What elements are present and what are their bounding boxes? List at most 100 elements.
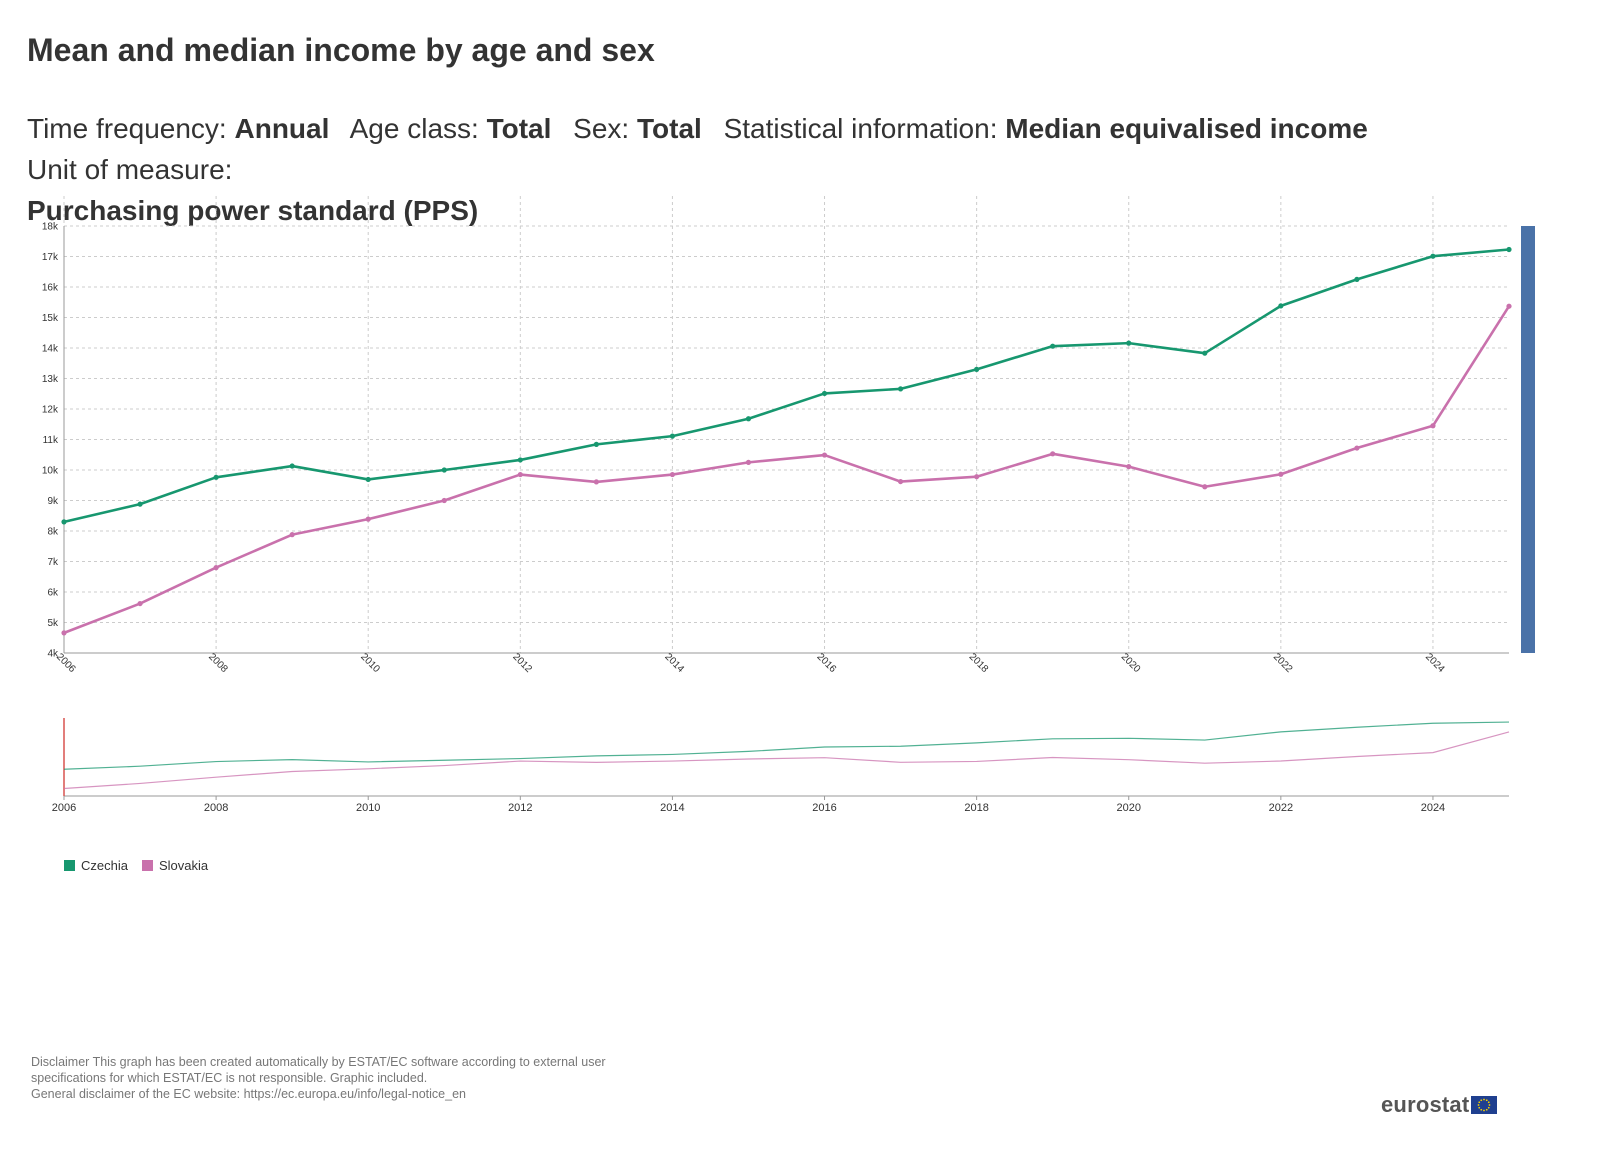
data-point-czechia[interactable]: [974, 366, 980, 372]
subtitle-sex: Sex: Total: [573, 113, 702, 144]
flag-star: [1489, 1104, 1491, 1106]
data-point-czechia[interactable]: [61, 519, 67, 525]
legend-swatch-slovakia: [141, 860, 153, 871]
data-point-slovakia[interactable]: [669, 471, 676, 478]
y-tick-label: 13k: [42, 374, 59, 385]
legend-item-czechia[interactable]: Czechia: [64, 858, 128, 873]
navigator-tick-label: 2012: [508, 802, 532, 814]
data-point-slovakia[interactable]: [365, 516, 371, 522]
chart-subtitle: Time frequency: Annual Age class: Total …: [27, 108, 1587, 231]
navigator-tick-label: 2024: [1421, 802, 1445, 814]
flag-star: [1488, 1106, 1491, 1109]
eu-flag-icon: [1471, 1096, 1498, 1114]
data-point-czechia[interactable]: [1202, 350, 1208, 356]
data-point-slovakia[interactable]: [213, 565, 219, 571]
line-chart: 4k5k6k7k8k9k10k11k12k13k14k15k16k17k18k …: [42, 196, 1535, 814]
flag-star: [1486, 1099, 1489, 1102]
eurostat-logo: eurostat: [1381, 1092, 1498, 1118]
navigator-tick-label: 2014: [660, 802, 684, 814]
navigator-series-slovakia: [63, 731, 1510, 790]
flag-star: [1483, 1109, 1486, 1112]
data-point-czechia[interactable]: [289, 463, 295, 469]
data-point-slovakia[interactable]: [1278, 471, 1284, 477]
navigator-tick-label: 2018: [964, 802, 988, 814]
legend-label-czechia: Czechia: [81, 858, 128, 873]
data-point-czechia[interactable]: [1430, 253, 1436, 259]
navigator-series-czechia: [63, 721, 1510, 770]
data-point-czechia[interactable]: [745, 416, 752, 422]
scrollbar[interactable]: [1521, 226, 1535, 653]
disclaimer-line-2: specifications for which ESTAT/EC is not…: [31, 1071, 428, 1085]
subtitle-unit-value: Purchasing power standard (PPS): [27, 195, 479, 226]
navigator[interactable]: 2006 2008 2010 2012 2014 2016 2018 2020 2022 2024: [52, 718, 1510, 814]
y-tick-label: 14k: [42, 344, 59, 355]
x-tick-label: 2008: [206, 651, 230, 675]
x-tick-label: 2024: [1423, 651, 1447, 675]
flag-star: [1478, 1104, 1480, 1106]
data-point-slovakia[interactable]: [517, 471, 523, 478]
flag-star: [1486, 1108, 1489, 1111]
x-tick-label: 2012: [510, 651, 534, 675]
subtitle-time-frequency: Time frequency: Annual: [27, 113, 330, 144]
x-tick-label: 2022: [1271, 651, 1295, 675]
data-point-slovakia[interactable]: [137, 600, 143, 607]
data-point-slovakia[interactable]: [1430, 423, 1436, 429]
y-tick-label: 17k: [42, 252, 59, 263]
flag-star: [1480, 1108, 1483, 1111]
series-line-czechia[interactable]: [63, 248, 1510, 524]
data-point-czechia[interactable]: [441, 467, 447, 473]
subtitle-statistical-information: Statistical information: Median equivali…: [723, 113, 1368, 144]
data-point-slovakia[interactable]: [441, 497, 447, 504]
x-tick-label: 2016: [815, 651, 839, 675]
navigator-tick-label: 2010: [356, 802, 380, 814]
y-tick-label: 16k: [42, 283, 59, 294]
data-point-slovakia[interactable]: [1506, 303, 1512, 309]
data-point-czechia[interactable]: [213, 474, 219, 480]
flag-star: [1478, 1106, 1481, 1109]
data-point-czechia[interactable]: [897, 386, 904, 392]
flag-star: [1483, 1098, 1486, 1101]
data-point-slovakia[interactable]: [1202, 484, 1208, 490]
data-point-czechia[interactable]: [669, 433, 676, 439]
data-point-slovakia[interactable]: [1354, 445, 1360, 451]
y-tick-label: 7k: [47, 557, 59, 568]
data-point-czechia[interactable]: [517, 457, 523, 463]
data-point-czechia[interactable]: [1050, 343, 1056, 349]
data-point-czechia[interactable]: [1126, 340, 1132, 346]
data-point-slovakia[interactable]: [974, 474, 980, 480]
navigator-tick-label: 2020: [1116, 802, 1140, 814]
y-tick-label: 15k: [42, 313, 59, 324]
data-point-slovakia[interactable]: [1050, 451, 1056, 457]
y-tick-label: 18k: [42, 222, 59, 233]
x-axis-ticks: 2006 2008 2010 2012 2014 2016 2018 2020 2022 2024: [54, 651, 1447, 675]
data-point-czechia[interactable]: [593, 441, 599, 447]
data-point-czechia[interactable]: [1506, 246, 1512, 253]
data-point-czechia[interactable]: [1354, 276, 1360, 282]
data-point-slovakia[interactable]: [593, 479, 599, 485]
data-point-slovakia[interactable]: [897, 478, 904, 485]
data-point-slovakia[interactable]: [821, 452, 828, 458]
data-point-czechia[interactable]: [137, 501, 143, 507]
data-point-czechia[interactable]: [365, 476, 371, 483]
subtitle-unit-label: Unit of measure:: [27, 154, 233, 185]
series-line-slovakia[interactable]: [63, 305, 1511, 635]
data-point-slovakia[interactable]: [289, 532, 295, 538]
data-point-czechia[interactable]: [1278, 303, 1284, 309]
disclaimer-line-1: Disclaimer This graph has been created a…: [31, 1055, 606, 1069]
y-tick-label: 10k: [42, 466, 59, 477]
chart-title: Mean and median income by age and sex: [27, 32, 655, 68]
data-point-slovakia[interactable]: [1126, 464, 1132, 470]
y-tick-label: 5k: [47, 618, 59, 629]
legend-label-slovakia: Slovakia: [158, 858, 209, 873]
legend-swatch-czechia: [64, 860, 75, 871]
flag-star: [1488, 1101, 1491, 1104]
navigator-tick-label: 2006: [52, 802, 76, 814]
data-point-slovakia[interactable]: [745, 459, 752, 465]
data-point-slovakia[interactable]: [61, 630, 67, 636]
legend-item-slovakia[interactable]: Slovakia: [141, 858, 209, 873]
y-tick-label: 11k: [43, 435, 59, 446]
flag-star: [1478, 1101, 1481, 1104]
navigator-tick-label: 2016: [812, 802, 836, 814]
navigator-tick-label: 2008: [204, 802, 228, 814]
data-point-czechia[interactable]: [821, 390, 828, 397]
